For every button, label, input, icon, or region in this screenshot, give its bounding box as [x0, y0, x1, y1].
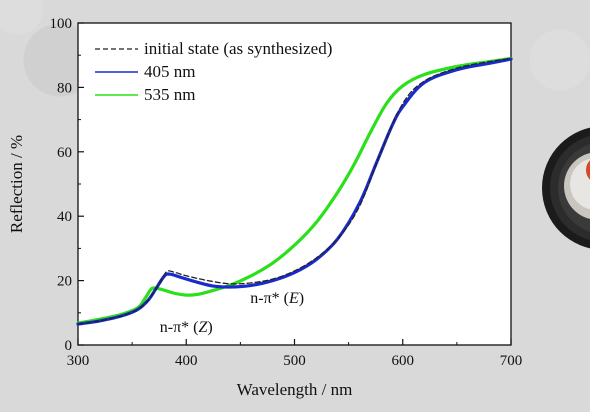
series-group — [76, 56, 513, 326]
y-axis-label: Reflection / % — [7, 135, 26, 233]
annotation-1: n-π* (E) — [250, 290, 304, 307]
legend-label-2: 535 nm — [144, 85, 195, 104]
series-line-2 — [76, 56, 513, 325]
legend-label-0: initial state (as synthesized) — [144, 39, 332, 58]
y-tick-label: 20 — [57, 274, 72, 290]
x-tick-label: 500 — [283, 353, 306, 369]
x-axis-label: Wavelength / nm — [237, 380, 353, 399]
annotations: n-π* (Z) n-π* (E) — [160, 290, 304, 336]
y-tick-label: 100 — [50, 16, 73, 32]
y-tick-label: 80 — [57, 80, 72, 96]
y-tick-label: 40 — [57, 209, 72, 225]
legend: initial state (as synthesized) 405 nm 535 … — [95, 39, 332, 104]
legend-label-1: 405 nm — [144, 62, 195, 81]
y-tick-label: 0 — [65, 338, 73, 354]
axes: 300 400 500 600 700 0 20 40 60 80 100 — [50, 16, 523, 369]
x-tick-label: 300 — [67, 353, 90, 369]
annotation-0: n-π* (Z) — [160, 319, 213, 336]
series-line-0 — [77, 57, 512, 325]
sample-vial-photo — [542, 127, 590, 249]
x-tick-label: 700 — [500, 353, 523, 369]
x-tick-label: 400 — [175, 353, 198, 369]
y-tick-label: 60 — [57, 145, 72, 161]
x-tick-label: 600 — [392, 353, 415, 369]
